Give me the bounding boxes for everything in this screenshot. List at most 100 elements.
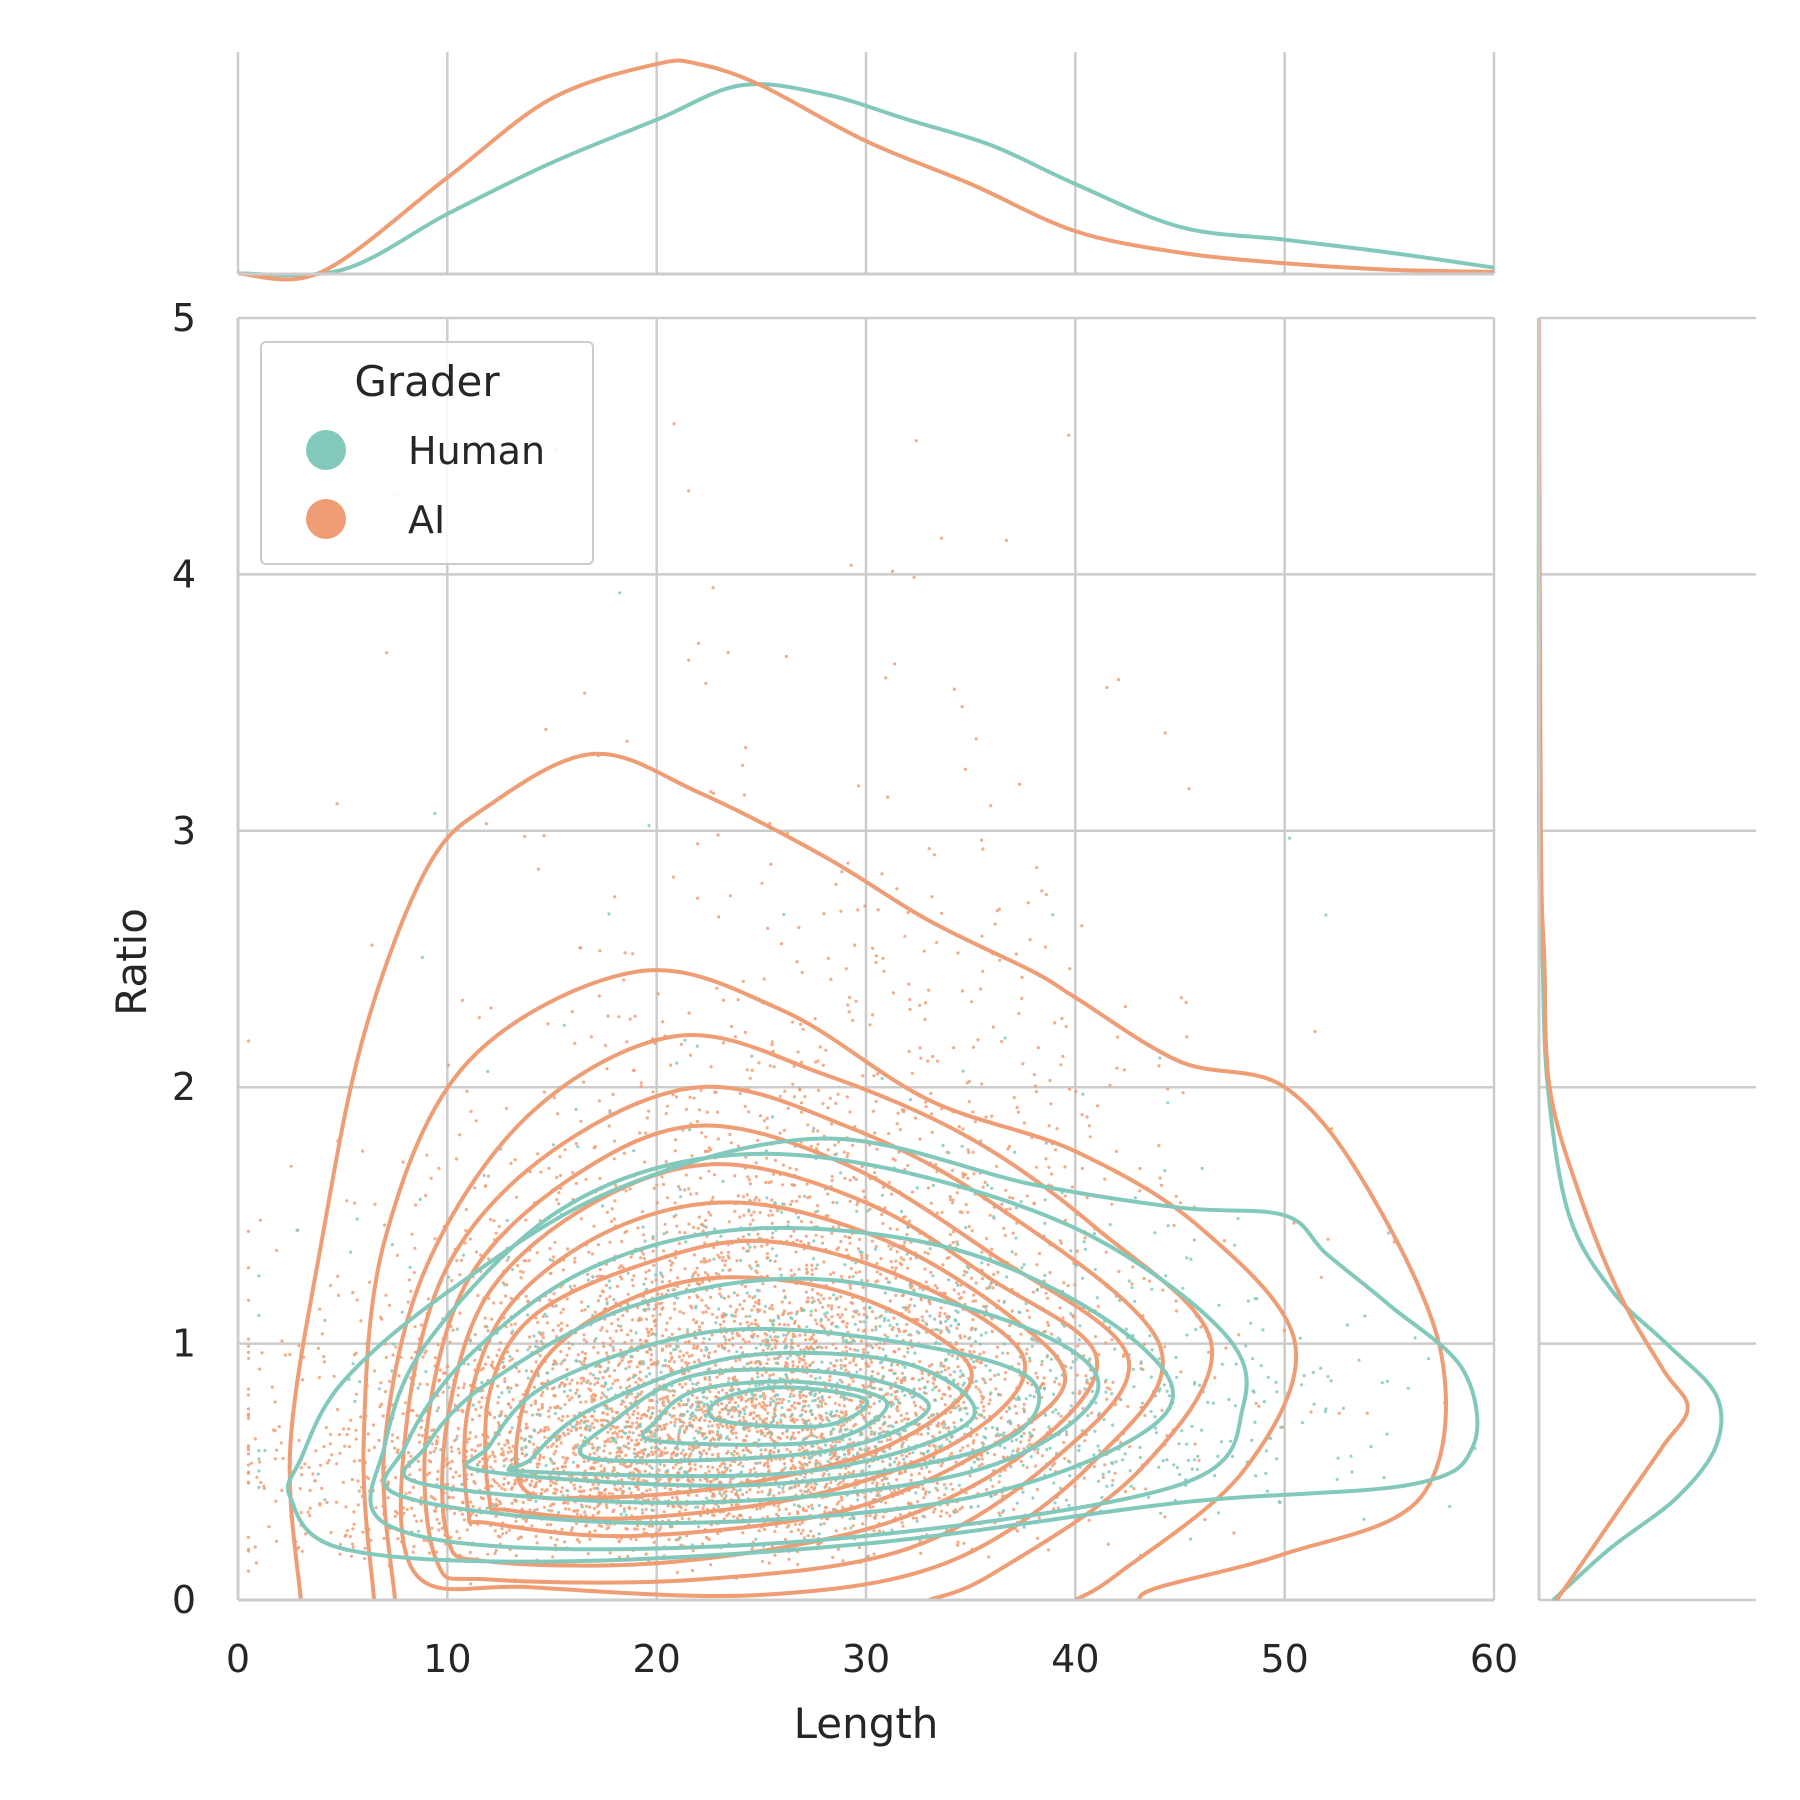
ai-point (588, 1505, 592, 1509)
ai-point (486, 1355, 490, 1359)
ai-point (732, 1377, 736, 1381)
ai-point (829, 977, 833, 981)
ai-point (445, 1457, 449, 1461)
ai-point (948, 1195, 952, 1199)
ai-point (766, 1346, 770, 1350)
ai-point (1035, 1488, 1039, 1492)
ai-point (834, 882, 838, 887)
ai-point (611, 1092, 615, 1096)
ai-point (715, 1433, 720, 1437)
ai-point (742, 793, 747, 797)
ai-point (542, 1505, 547, 1509)
ai-point (857, 1270, 862, 1274)
ai-point (527, 1259, 531, 1263)
ai-point (912, 575, 916, 579)
ai-point (747, 1178, 752, 1182)
ai-point (595, 1436, 599, 1440)
ai-point (785, 1447, 789, 1451)
ai-point (927, 1416, 931, 1420)
ai-point (1157, 1144, 1161, 1148)
ai-point (804, 1234, 808, 1238)
ai-point (874, 1099, 878, 1104)
ai-point (747, 1429, 751, 1433)
ai-point (583, 691, 587, 695)
ai-point (663, 1451, 667, 1455)
ai-point (1197, 1458, 1201, 1463)
ai-point (582, 1338, 586, 1342)
ai-point (592, 1345, 596, 1349)
ai-point (880, 1440, 884, 1444)
ai-point (545, 1523, 550, 1527)
ai-point (520, 1436, 524, 1440)
ai-point (524, 1218, 528, 1222)
ai-point (524, 1520, 528, 1524)
ai-point (829, 1457, 833, 1461)
ai-point (283, 1353, 288, 1357)
ai-point (694, 1446, 698, 1450)
ai-point (765, 1243, 769, 1247)
ai-point (803, 1475, 807, 1479)
ai-point (491, 1450, 495, 1454)
ai-point (728, 1304, 733, 1308)
ai-point (773, 1357, 777, 1361)
ai-point (1161, 1288, 1165, 1292)
ai-point (905, 1266, 910, 1270)
ai-point (837, 1414, 841, 1418)
ai-point (867, 1411, 871, 1415)
ai-point (890, 569, 895, 574)
ai-point (958, 1507, 962, 1511)
ai-point (258, 1218, 263, 1222)
ai-point (588, 1372, 592, 1376)
ai-point (765, 1515, 770, 1519)
ai-point (545, 1445, 550, 1449)
ai-point (748, 1450, 753, 1454)
ai-point (1049, 1102, 1053, 1106)
ai-point (728, 1400, 732, 1405)
ai-point (596, 1299, 601, 1303)
ai-point (679, 1042, 683, 1046)
ai-point (396, 1537, 400, 1541)
ai-point (952, 1288, 956, 1292)
ai-point (549, 1479, 553, 1483)
ai-point (720, 1462, 724, 1466)
ai-point (727, 1437, 732, 1442)
ai-point (630, 1318, 635, 1322)
ai-point (710, 1312, 715, 1316)
ai-point (650, 1524, 655, 1528)
ai-point (964, 1203, 968, 1207)
ai-point (638, 1450, 642, 1455)
ai-point (794, 1199, 799, 1203)
ai-point (778, 1354, 782, 1358)
ai-point (778, 1094, 782, 1098)
ai-point (361, 1149, 365, 1153)
ai-point (894, 1259, 898, 1263)
ai-point (890, 1266, 894, 1270)
ai-point (381, 1414, 385, 1418)
ai-point (1020, 975, 1024, 980)
ai-point (793, 1401, 797, 1405)
ai-point (566, 1427, 570, 1431)
ai-point (715, 1315, 719, 1319)
ai-point (1006, 1351, 1010, 1355)
ai-point (968, 1350, 972, 1354)
ai-point (246, 1547, 251, 1551)
ai-point (550, 1509, 554, 1513)
ai-point (668, 1279, 672, 1283)
ai-point (791, 1360, 795, 1364)
ai-point (903, 934, 907, 938)
ai-point (933, 1445, 937, 1449)
ai-point (327, 1458, 331, 1462)
ai-point (692, 1318, 696, 1322)
ai-point (592, 1451, 596, 1455)
ai-point (1036, 1046, 1040, 1050)
ai-point (1131, 1265, 1135, 1269)
ai-point (816, 1292, 820, 1296)
ai-point (745, 1448, 749, 1452)
ai-point (579, 1381, 584, 1385)
ai-point (847, 1010, 851, 1014)
ai-point (943, 1403, 947, 1407)
ai-point (786, 1323, 790, 1327)
ai-point (542, 834, 546, 838)
ai-point (733, 1314, 738, 1318)
ai-point (718, 1292, 722, 1296)
